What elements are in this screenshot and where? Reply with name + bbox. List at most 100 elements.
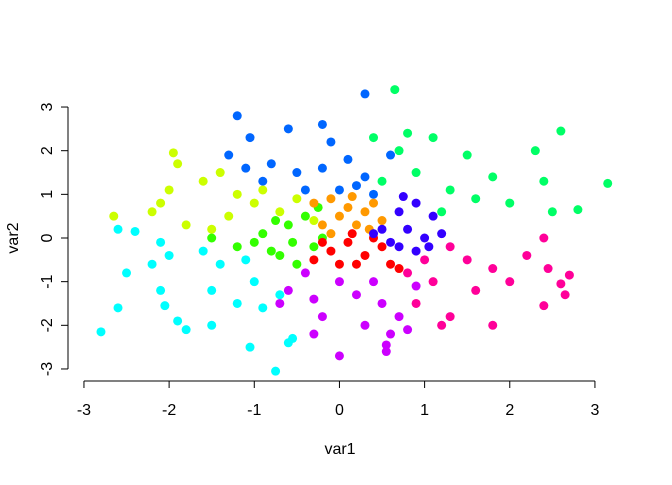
point	[411, 168, 421, 178]
point	[207, 285, 217, 295]
point	[369, 189, 379, 199]
point	[471, 194, 481, 204]
point	[309, 255, 319, 265]
point	[347, 192, 357, 202]
point	[394, 207, 404, 217]
point	[360, 207, 370, 217]
point	[271, 366, 281, 376]
point	[403, 268, 413, 278]
y-tick-label: 2	[39, 146, 56, 155]
point	[326, 246, 336, 256]
point	[351, 220, 361, 230]
y-tick-label: -3	[39, 362, 56, 376]
point	[232, 189, 242, 199]
point	[539, 233, 549, 243]
point	[271, 216, 281, 226]
point	[428, 211, 438, 221]
point	[198, 246, 208, 256]
y-tick-label: 1	[39, 190, 56, 199]
point	[394, 242, 404, 252]
point	[300, 185, 310, 195]
point	[411, 281, 421, 291]
point	[381, 340, 391, 350]
x-tick-label: -2	[162, 402, 176, 419]
point	[283, 285, 293, 295]
point	[275, 290, 285, 300]
point	[309, 242, 319, 252]
point	[173, 316, 183, 326]
point	[411, 246, 421, 256]
point	[232, 298, 242, 308]
point	[343, 202, 353, 212]
point	[462, 255, 472, 265]
point	[326, 229, 336, 239]
point	[386, 150, 396, 160]
point	[249, 277, 259, 287]
point	[462, 150, 472, 160]
point	[369, 229, 379, 239]
point	[386, 237, 396, 247]
point	[403, 128, 413, 138]
point	[394, 264, 404, 274]
point	[326, 194, 336, 204]
point	[381, 347, 391, 357]
y-tick-label: -1	[39, 274, 56, 288]
point	[232, 111, 242, 121]
point	[207, 233, 217, 243]
point	[198, 176, 208, 186]
x-tick-label: 2	[505, 402, 514, 419]
point	[334, 211, 344, 221]
point	[437, 207, 447, 217]
point	[377, 216, 387, 226]
point	[547, 207, 557, 217]
point	[207, 320, 217, 330]
point	[113, 303, 123, 313]
point	[181, 220, 191, 230]
x-tick-label: -1	[247, 402, 261, 419]
point	[445, 185, 455, 195]
point	[403, 224, 413, 234]
point	[309, 216, 319, 226]
point	[224, 211, 234, 221]
point	[207, 224, 217, 234]
point	[168, 148, 178, 158]
point	[564, 270, 574, 280]
x-tick-label: 3	[590, 402, 599, 419]
point	[386, 259, 396, 269]
point	[156, 285, 166, 295]
y-tick-label: -2	[39, 318, 56, 332]
point	[420, 233, 430, 243]
point	[317, 163, 327, 173]
point	[215, 168, 225, 178]
point	[360, 89, 370, 99]
point	[266, 159, 276, 169]
point	[258, 176, 268, 186]
point	[343, 154, 353, 164]
point	[309, 294, 319, 304]
x-tick-label: -3	[77, 402, 91, 419]
point	[181, 325, 191, 335]
point	[437, 320, 447, 330]
point	[377, 242, 387, 252]
point	[334, 277, 344, 287]
point	[215, 259, 225, 269]
point	[317, 119, 327, 129]
point	[369, 198, 379, 208]
point	[317, 220, 327, 230]
point	[398, 192, 408, 202]
point	[309, 198, 319, 208]
point	[241, 163, 251, 173]
point	[130, 226, 140, 236]
point	[283, 124, 293, 134]
point	[232, 242, 242, 252]
point	[445, 242, 455, 252]
y-tick-label: 0	[39, 233, 56, 242]
point	[275, 207, 285, 217]
point	[351, 259, 361, 269]
x-axis-label: var1	[324, 441, 355, 458]
point	[96, 327, 106, 337]
point	[522, 250, 532, 260]
point	[300, 268, 310, 278]
point	[245, 342, 255, 352]
